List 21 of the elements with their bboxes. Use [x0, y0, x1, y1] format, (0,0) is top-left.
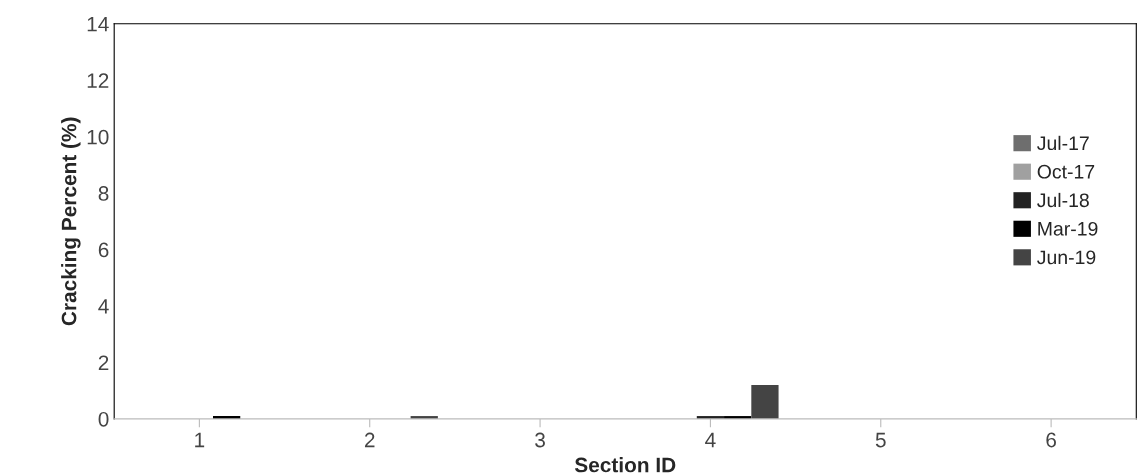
x-tick-label: 6	[1046, 432, 1056, 448]
y-tick-label: 8	[98, 186, 109, 201]
legend-label: Jul-18	[1037, 192, 1089, 208]
legend-label: Jul-17	[1037, 135, 1089, 151]
y-tick-label: 2	[98, 355, 109, 370]
x-tick-label: 5	[875, 432, 886, 448]
x-tick-label: 4	[705, 432, 716, 448]
y-axis-title: Cracking Percent (%)	[61, 117, 81, 326]
x-tick-label: 3	[535, 432, 545, 448]
y-tick-label: 4	[98, 299, 109, 314]
x-tick-label: 2	[364, 432, 375, 448]
y-tick-label: 14	[87, 17, 109, 32]
y-tick-label: 10	[87, 129, 109, 145]
y-tick-label: 0	[98, 411, 109, 427]
y-tick-label: 6	[98, 242, 109, 258]
legend-label: Mar-19	[1038, 221, 1098, 236]
legend-label: Jun-19	[1037, 250, 1096, 265]
y-tick-label: 12	[87, 73, 109, 88]
x-axis-title: Section ID	[574, 457, 676, 473]
x-tick-label: 1	[195, 432, 205, 448]
legend-label: Oct-17	[1037, 164, 1095, 179]
